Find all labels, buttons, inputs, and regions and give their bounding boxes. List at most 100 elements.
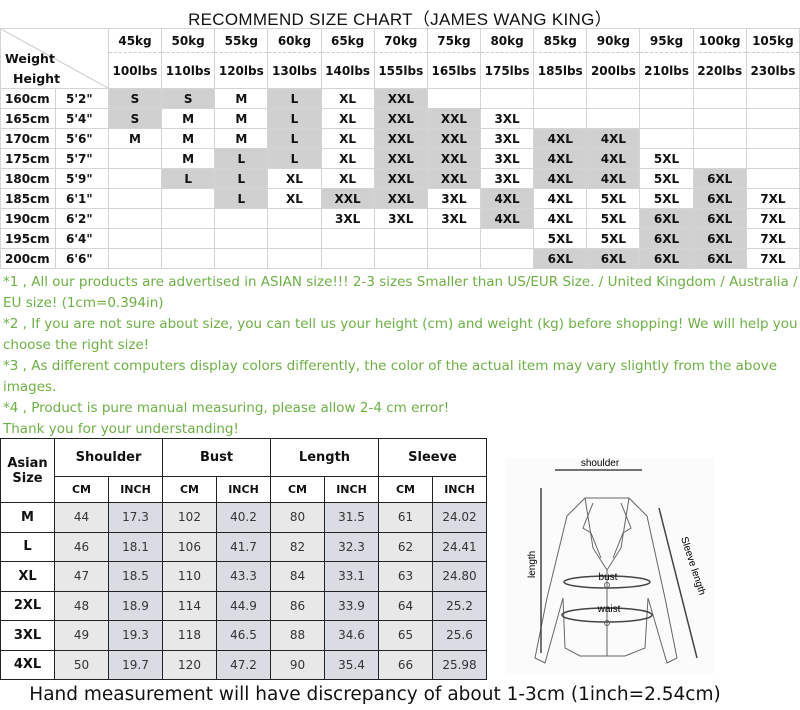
size-cell: M bbox=[107, 128, 163, 149]
size-cell bbox=[107, 248, 163, 269]
measure-value: 25.2 bbox=[432, 590, 487, 621]
size-row: 200cm 6'6" 6XL 6XL 6XL 6XL 7XL bbox=[0, 248, 800, 269]
size-cell: 7XL bbox=[745, 248, 800, 269]
kg-header: 65kg bbox=[320, 28, 375, 53]
size-cell: 5XL bbox=[639, 168, 694, 189]
size-cell bbox=[745, 168, 800, 189]
height-ft: 5'7" bbox=[54, 148, 109, 169]
size-cell: XL bbox=[267, 168, 322, 189]
height-ft: 5'2" bbox=[54, 88, 109, 109]
size-label: L bbox=[0, 531, 55, 562]
measure-row: 3XL 49 19.3 118 46.5 88 34.6 65 25.6 bbox=[0, 620, 487, 651]
kg-header-row: Weight Height 45kg 50kg 55kg 60kg 65kg 70kg 75kg… bbox=[0, 28, 800, 89]
measure-value: 86 bbox=[270, 590, 325, 621]
size-cell: L bbox=[267, 148, 322, 169]
lbs-header: 230lbs bbox=[745, 52, 800, 89]
measure-value: 114 bbox=[162, 590, 217, 621]
size-cell: 4XL bbox=[533, 168, 588, 189]
kg-header: 95kg bbox=[639, 28, 694, 53]
size-label: M bbox=[0, 502, 55, 533]
size-cell bbox=[214, 248, 269, 269]
size-cell: 7XL bbox=[745, 188, 800, 209]
height-label: Height bbox=[13, 71, 61, 86]
size-cell: 6XL bbox=[692, 168, 747, 189]
measure-value: 64 bbox=[378, 590, 433, 621]
note-line: *2 , If you are not sure about size, you… bbox=[3, 316, 798, 353]
measure-row: M 44 17.3 102 40.2 80 31.5 61 24.02 bbox=[0, 502, 487, 533]
measure-value: 24.02 bbox=[432, 502, 487, 533]
size-cell: XXL bbox=[373, 188, 428, 209]
measure-row: 4XL 50 19.7 120 47.2 90 35.4 66 25.98 bbox=[0, 649, 487, 680]
size-cell: 5XL bbox=[586, 188, 641, 209]
size-cell bbox=[161, 228, 216, 249]
measure-row: 2XL 48 18.9 114 44.9 86 33.9 64 25.2 bbox=[0, 590, 487, 621]
group-header: Length bbox=[270, 438, 379, 477]
measure-value: 31.5 bbox=[324, 502, 379, 533]
size-cell: XL bbox=[320, 128, 375, 149]
size-cell bbox=[373, 228, 428, 249]
lbs-header: 100lbs bbox=[107, 52, 163, 89]
size-cell: L bbox=[267, 128, 322, 149]
note-line: *4 , Product is pure manual measuring, p… bbox=[3, 400, 450, 416]
size-cell bbox=[214, 208, 269, 229]
height-cm: 180cm bbox=[0, 168, 56, 189]
measure-value: 32.3 bbox=[324, 531, 379, 562]
shoulder-label: shoulder bbox=[581, 458, 620, 469]
footer-note: Hand measurement will have discrepancy o… bbox=[29, 684, 721, 705]
size-cell bbox=[426, 88, 482, 109]
kg-header: 90kg bbox=[586, 28, 641, 53]
size-cell bbox=[692, 128, 747, 149]
notes: *1 , All our products are advertised in … bbox=[3, 272, 800, 440]
measure-value: 88 bbox=[270, 620, 325, 651]
size-cell bbox=[639, 108, 694, 129]
size-cell bbox=[267, 208, 322, 229]
kg-header: 80kg bbox=[479, 28, 535, 53]
size-cell bbox=[745, 108, 800, 129]
size-cell: XL bbox=[320, 88, 375, 109]
height-cm: 195cm bbox=[0, 228, 56, 249]
lbs-header: 175lbs bbox=[479, 52, 535, 89]
measure-value: 65 bbox=[378, 620, 433, 651]
kg-header: 100kg bbox=[692, 28, 747, 53]
measure-value: 35.4 bbox=[324, 649, 379, 680]
size-cell: 3XL bbox=[479, 128, 535, 149]
size-cell: 3XL bbox=[479, 108, 535, 129]
group-header: Bust bbox=[162, 438, 271, 477]
lbs-header: 165lbs bbox=[426, 52, 482, 89]
size-cell: L bbox=[214, 148, 269, 169]
size-cell bbox=[426, 228, 482, 249]
measure-row: L 46 18.1 106 41.7 82 32.3 62 24.41 bbox=[0, 531, 487, 562]
size-cell bbox=[586, 108, 641, 129]
kg-header: 75kg bbox=[426, 28, 482, 53]
size-cell bbox=[267, 228, 322, 249]
size-cell: 4XL bbox=[533, 128, 588, 149]
chart-title: RECOMMEND SIZE CHART（JAMES WANG KING） bbox=[188, 10, 612, 29]
measure-value: 24.80 bbox=[432, 561, 487, 592]
size-cell bbox=[479, 88, 535, 109]
unit-header: INCH bbox=[216, 476, 271, 503]
size-cell bbox=[479, 228, 535, 249]
jacket-outline-icon: shoulder bust waist length Sleeve length bbox=[527, 458, 707, 664]
lbs-header: 220lbs bbox=[692, 52, 747, 89]
measure-value: 41.7 bbox=[216, 531, 271, 562]
kg-header: 105kg bbox=[745, 28, 800, 53]
size-cell: 5XL bbox=[639, 148, 694, 169]
kg-header: 50kg bbox=[161, 28, 216, 53]
corner-header: Weight Height bbox=[0, 28, 109, 89]
unit-header: INCH bbox=[108, 476, 163, 503]
measure-value: 18.5 bbox=[108, 561, 163, 592]
kg-header: 70kg bbox=[373, 28, 428, 53]
size-row: 180cm 5'9" L L XL XL XXL XXL 3XL 4XL 4XL 5XL 6XL bbox=[0, 168, 800, 189]
size-label: 4XL bbox=[0, 649, 55, 680]
size-cell bbox=[426, 248, 482, 269]
lbs-header: 140lbs bbox=[320, 52, 375, 89]
size-cell: 5XL bbox=[586, 228, 641, 249]
size-cell: 4XL bbox=[586, 168, 641, 189]
kg-header: 55kg bbox=[214, 28, 269, 53]
measure-value: 66 bbox=[378, 649, 433, 680]
height-ft: 6'1" bbox=[54, 188, 109, 209]
measure-value: 34.6 bbox=[324, 620, 379, 651]
measure-value: 80 bbox=[270, 502, 325, 533]
measure-value: 43.3 bbox=[216, 561, 271, 592]
size-row: 195cm 6'4" 5XL 5XL 6XL 6XL 7XL bbox=[0, 228, 800, 249]
